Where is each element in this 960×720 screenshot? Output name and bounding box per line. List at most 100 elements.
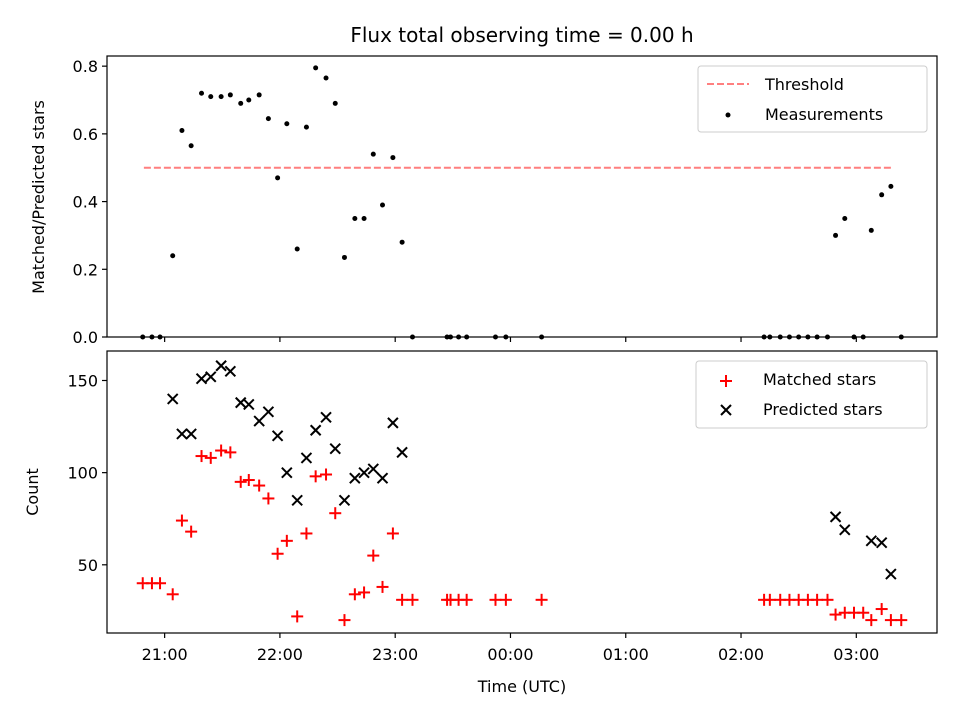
count-panel: 50 100 150 21:00 22:00 23:00 00:00 01:00 02:00 03…	[23, 350, 938, 696]
matched-star-point	[204, 451, 217, 464]
matched-star-point	[271, 547, 284, 560]
matched-star-point	[396, 593, 409, 606]
count-y-tick-label: 100	[67, 464, 98, 483]
predicted-star-point	[358, 466, 370, 479]
predicted-star-point	[829, 511, 842, 523]
ratio-y-tick-label: 0.0	[73, 328, 98, 347]
count-y-tick-label: 150	[67, 371, 98, 390]
matched-star-point	[253, 479, 266, 492]
matched-star-point	[348, 588, 361, 601]
matched-star-point	[460, 593, 473, 606]
matched-star-point	[829, 608, 842, 621]
measurement-point	[303, 124, 309, 130]
matched-star-point	[185, 525, 198, 538]
predicted-star-point	[376, 472, 389, 484]
measurement-point	[888, 183, 894, 189]
matched-star-point	[320, 468, 333, 481]
measurement-point	[238, 100, 244, 106]
matched-star-point	[535, 593, 548, 606]
matched-star-point	[280, 534, 293, 547]
predicted-star-point	[185, 428, 197, 440]
predicted-star-point	[338, 494, 351, 507]
ratio-legend-box	[697, 65, 928, 133]
predicted-star-point	[281, 466, 293, 479]
x-tick-label: 01:00	[603, 645, 649, 664]
matched-star-point	[367, 549, 380, 562]
predicted-star-point	[875, 536, 888, 549]
measurement-point	[842, 216, 848, 222]
ratio-panel: 0.00.20.40.60.8 Matched/Predicted stars …	[29, 55, 938, 347]
x-tick-label: 23:00	[372, 645, 418, 664]
predicted-star-point	[300, 452, 313, 464]
ratio-plot-frame	[106, 55, 938, 338]
predicted-star-point	[367, 463, 379, 475]
predicted-star-point	[224, 365, 237, 377]
x-tick-label: 02:00	[718, 645, 764, 664]
predicted-star-point	[387, 417, 399, 429]
matched-star-point	[224, 446, 237, 459]
chart-title: Flux total observing time = 0.00 h	[350, 23, 693, 47]
predicted-star-point	[176, 428, 188, 440]
ratio-y-tick-label: 0.2	[73, 260, 98, 279]
matched-star-point	[358, 586, 371, 599]
count-y-tick-label: 50	[78, 556, 98, 575]
measurement-point	[284, 121, 290, 127]
predicted-star-point	[205, 371, 217, 383]
matched-star-point	[821, 593, 834, 606]
count-legend-box	[695, 360, 928, 429]
predicted-star-point	[243, 398, 255, 411]
measurement-point	[380, 202, 386, 208]
x-tick-label: 03:00	[833, 645, 879, 664]
matched-star-point	[242, 474, 255, 487]
predicted-star-point	[839, 524, 851, 536]
matched-star-point	[338, 614, 351, 627]
matched-star-point	[884, 614, 897, 627]
measurement-point	[218, 94, 224, 100]
measurement-point	[370, 151, 376, 157]
matched-star-point	[175, 514, 188, 527]
ratio-y-tick-label: 0.6	[73, 125, 98, 144]
measurement-point	[188, 143, 194, 149]
measurement-point	[246, 97, 252, 103]
predicted-star-point	[215, 360, 227, 372]
ratio-y-tick-label: 0.4	[73, 193, 98, 212]
measurement-point	[227, 92, 233, 98]
count-plot-frame	[106, 350, 938, 634]
matched-star-point	[291, 610, 304, 623]
predicted-star-point	[329, 442, 341, 455]
measurement-point	[352, 216, 358, 222]
predicted-legend-label: Predicted stars	[763, 400, 883, 419]
predicted-legend-marker	[720, 404, 732, 416]
matched-star-point	[763, 593, 776, 606]
matched-legend-label: Matched stars	[763, 370, 876, 389]
predicted-star-point	[167, 393, 179, 405]
matched-legend-marker	[720, 375, 732, 387]
ratio-legend: Threshold Measurements	[697, 65, 928, 133]
count-legend: Matched stars Predicted stars	[695, 360, 928, 429]
matched-star-point	[406, 593, 419, 606]
predicted-star-point	[271, 430, 284, 442]
measurement-point	[199, 90, 205, 96]
matched-star-point	[309, 470, 322, 483]
measurement-point	[341, 254, 347, 260]
predicted-star-point	[309, 424, 322, 436]
matched-star-point	[499, 593, 512, 606]
matched-star-point	[811, 593, 824, 606]
matched-star-point	[875, 603, 888, 616]
matched-star-point	[215, 444, 228, 457]
matched-star-point	[234, 475, 247, 488]
measurement-point	[868, 227, 874, 233]
measurement-point	[323, 75, 329, 81]
count-y-axis-label: Count	[23, 468, 42, 516]
measurement-point	[361, 216, 367, 222]
matched-star-point	[489, 593, 502, 606]
matched-star-point	[262, 492, 275, 505]
measurement-point	[179, 127, 185, 133]
measurement-point	[879, 192, 885, 198]
predicted-star-point	[865, 535, 877, 547]
measurements-legend-marker	[725, 112, 731, 118]
x-tick-label: 21:00	[142, 645, 188, 664]
matched-star-point	[376, 580, 389, 593]
x-tick-label: 22:00	[257, 645, 303, 664]
